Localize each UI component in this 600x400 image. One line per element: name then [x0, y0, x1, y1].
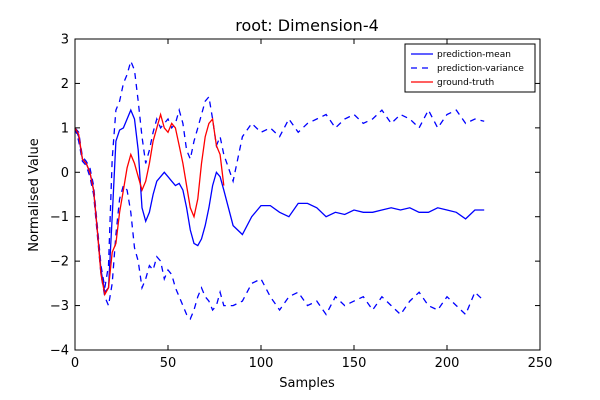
y-tick-label: 2 — [61, 77, 69, 92]
x-tick-label: 100 — [249, 356, 274, 371]
legend: prediction-mean prediction-variance ground… — [404, 43, 536, 93]
y-tick-label: −1 — [50, 210, 69, 225]
series-line-prediction-mean — [74, 108, 485, 294]
y-tick-label: 3 — [61, 33, 69, 48]
chart-title: root: Dimension-4 — [235, 16, 379, 35]
x-axis-label: Samples — [279, 376, 335, 391]
series-line-prediction-variance — [74, 59, 485, 288]
plot-lines — [74, 59, 485, 321]
x-tick-label: 150 — [342, 356, 367, 371]
legend-label: prediction-mean — [437, 50, 511, 60]
y-axis-label: Normalised Value — [27, 138, 42, 252]
y-tick-label: 0 — [61, 166, 69, 181]
x-tick-label: 200 — [435, 356, 460, 371]
series-line-prediction-variance-lower — [74, 127, 485, 321]
y-tick-label: −4 — [50, 344, 69, 359]
x-tick-label: 0 — [71, 356, 79, 371]
y-tick-label: −2 — [50, 255, 69, 270]
x-tick-label: 250 — [528, 356, 553, 371]
y-tick-label: 1 — [61, 121, 69, 136]
series-line-ground-truth — [74, 112, 225, 297]
x-tick-label: 50 — [160, 356, 177, 371]
legend-label: ground-truth — [437, 78, 494, 88]
y-tick-label: −3 — [50, 299, 69, 314]
plot-frame — [74, 38, 541, 351]
axis-ticks: 0 50 100 150 200 250 3 2 1 0 −1 −2 −3 −4 — [50, 33, 553, 372]
legend-label: prediction-variance — [437, 64, 524, 74]
